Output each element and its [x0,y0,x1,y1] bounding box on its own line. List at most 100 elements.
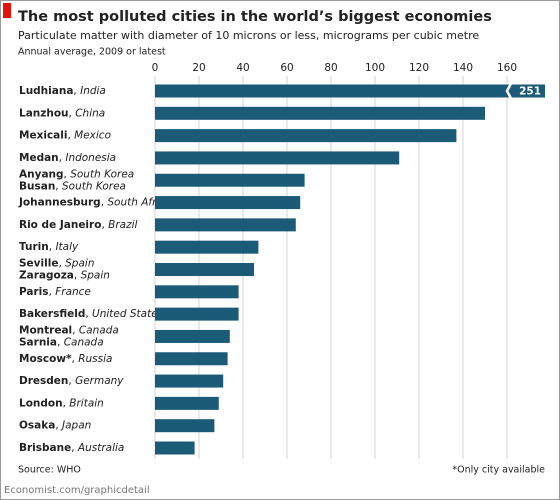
bar [155,307,239,321]
category-label: Busan, South Korea [19,180,126,192]
bar [155,441,195,455]
x-tick-label: 160 [497,62,517,74]
credit: Economist.com/graphicdetail [4,485,150,496]
separator: , [101,197,108,209]
separator: , [85,308,92,320]
bar [155,129,457,143]
x-tick-label: 40 [236,62,249,74]
axis-break [505,82,513,100]
bar [155,196,301,210]
country: Mexico [74,130,111,142]
country: Canada [79,324,119,336]
separator: , [71,442,78,454]
separator: , [72,353,79,365]
separator: , [57,336,64,348]
country: Russia [78,353,112,365]
country: Australia [77,442,124,454]
country: United States [92,308,164,320]
country: India [80,85,106,97]
city: Bakersfield [19,308,85,320]
separator: , [101,219,108,231]
bar [155,218,296,232]
x-tick-label: 140 [453,62,473,74]
category-label: Bakersfield, United States [19,308,164,320]
category-label: London, Britain [19,397,104,409]
city: Mexicali [19,130,67,142]
city: Moscow* [19,353,72,365]
category-label: Zaragoza, Spain [19,270,110,282]
separator: , [55,420,62,432]
city: Brisbane [19,442,71,454]
city: Lanzhou [19,107,69,119]
bar [155,374,224,388]
footnote: *Only city available [452,465,545,476]
separator: , [74,270,81,282]
category-label: Rio de Janeiro, Brazil [19,219,138,231]
city: Paris [19,286,49,298]
bar [155,285,239,299]
country: Japan [60,420,91,432]
country: France [55,286,91,298]
x-tick-label: 0 [152,62,159,74]
separator: , [49,241,56,253]
x-tick-label: 120 [409,62,429,74]
city: Busan [19,180,55,192]
city: Dresden [19,375,68,387]
category-label: Ludhiana, India [19,85,106,97]
category-label: Sarnia, Canada [19,336,104,348]
category-label: Anyang, South Korea [19,168,134,180]
x-tick-label: 80 [324,62,337,74]
city: Rio de Janeiro [19,219,101,231]
country: Brazil [108,219,137,231]
x-tick-label: 60 [280,62,293,74]
separator: , [69,107,76,119]
bar [155,329,230,343]
category-label: Paris, France [19,286,91,298]
separator: , [72,324,79,336]
separator: , [63,397,70,409]
category-label: Dresden, Germany [19,375,124,387]
city: Anyang [19,168,64,180]
country: China [75,107,105,119]
bar [155,240,259,254]
category-label: Turin, Italy [19,241,79,253]
city: Turin [19,241,49,253]
category-label: Johannesburg, South Africa [18,197,172,209]
x-tick-label: 20 [192,62,205,74]
city: Osaka [19,420,55,432]
country: Spain [65,258,94,270]
bar [155,173,305,187]
category-label: Mexicali, Mexico [19,130,111,142]
city: Montreal [19,324,72,336]
country: Canada [64,336,104,348]
x-tick-label: 100 [365,62,385,74]
country: Indonesia [65,152,116,164]
red-tab [3,3,11,18]
bar [155,151,400,165]
chart-title: The most polluted cities in the world’s … [18,9,492,25]
chart-note: Annual average, 2009 or latest [18,47,166,58]
category-label: Medan, Indonesia [19,152,116,164]
chart-subtitle: Particulate matter with diameter of 10 m… [18,29,479,42]
city: Sarnia [19,336,57,348]
bar [155,84,545,98]
bar [155,396,219,410]
bar [155,263,254,276]
bar [155,419,215,433]
country: Germany [75,375,124,387]
category-label: Osaka, Japan [19,420,91,432]
category-label: Lanzhou, China [19,107,105,119]
separator: , [73,85,80,97]
city: Seville [19,258,58,270]
bar [155,352,228,366]
separator: , [67,130,74,142]
category-label: Moscow*, Russia [19,353,112,365]
separator: , [55,180,62,192]
city: Zaragoza [19,270,74,282]
value-label: 251 [519,86,541,98]
separator: , [49,286,56,298]
country: Italy [55,241,79,253]
city: London [19,397,63,409]
